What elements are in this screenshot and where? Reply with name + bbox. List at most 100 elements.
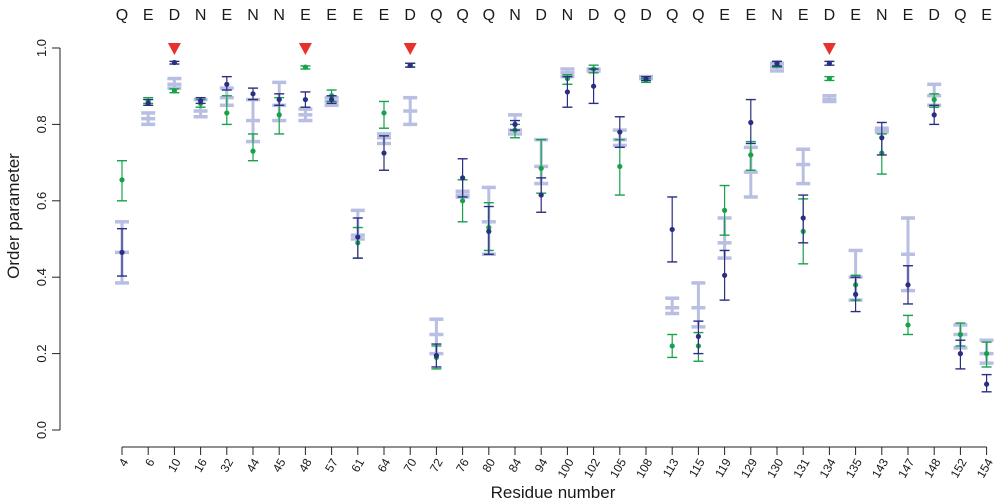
series-1-point bbox=[145, 100, 151, 106]
residue-letter: E bbox=[850, 7, 861, 24]
x-tick-label: 6 bbox=[142, 456, 158, 469]
series-1-point bbox=[250, 91, 256, 97]
residue-letter: E bbox=[798, 7, 809, 24]
residue-letter: Q bbox=[614, 7, 626, 24]
x-tick-label: 80 bbox=[479, 456, 498, 475]
series-2-point bbox=[905, 322, 911, 328]
y-tick-label: 0.2 bbox=[34, 345, 49, 363]
x-tick-label: 108 bbox=[633, 456, 655, 481]
x-axis-title: Residue number bbox=[491, 483, 616, 502]
x-tick-label: 154 bbox=[974, 456, 996, 481]
series-1-point bbox=[433, 352, 439, 359]
y-tick-label: 1.0 bbox=[34, 39, 49, 57]
series-1-point bbox=[722, 272, 728, 278]
x-tick-label: 102 bbox=[581, 456, 603, 481]
series-2-point bbox=[276, 112, 282, 118]
residue-letter: Q bbox=[116, 7, 128, 24]
y-axis: 0.0 0.2 0.4 0.6 0.8 1.0 bbox=[34, 39, 61, 439]
series-3-error-bars bbox=[115, 61, 994, 365]
x-tick-label: 44 bbox=[244, 456, 263, 475]
residue-letter: Q bbox=[430, 7, 442, 24]
residue-letter: Q bbox=[456, 7, 468, 24]
residue-letter: D bbox=[404, 7, 416, 24]
x-tick-label: 64 bbox=[375, 456, 394, 475]
residue-letter: Q bbox=[692, 7, 704, 24]
series-1-point bbox=[171, 59, 177, 66]
series-2-point bbox=[984, 351, 990, 357]
x-tick-label: 61 bbox=[348, 456, 367, 475]
series-2-point bbox=[250, 148, 256, 154]
series-1-point bbox=[564, 89, 571, 95]
series-1-point bbox=[460, 175, 466, 181]
x-tick-label: 10 bbox=[165, 456, 184, 475]
x-tick-label: 48 bbox=[296, 456, 315, 475]
residue-letter: Q bbox=[954, 7, 966, 24]
series-1-error-bars bbox=[117, 59, 992, 393]
x-tick-label: 16 bbox=[191, 456, 210, 475]
series-1-point bbox=[984, 381, 990, 387]
x-tick-label: 131 bbox=[790, 456, 812, 481]
residue-letter: E bbox=[745, 7, 756, 24]
series-1-point bbox=[538, 192, 544, 198]
residue-letter: Q bbox=[483, 7, 495, 24]
series-1-point bbox=[879, 135, 885, 141]
residue-letter: D bbox=[640, 7, 652, 24]
residue-letter: E bbox=[221, 7, 232, 24]
x-tick-label: 115 bbox=[686, 456, 708, 480]
series-2-point bbox=[460, 198, 466, 204]
series-1-point bbox=[355, 234, 361, 240]
series-2-point bbox=[119, 177, 125, 183]
residue-letter: D bbox=[824, 7, 836, 24]
series-1-point bbox=[591, 83, 597, 89]
series-1-point bbox=[669, 226, 675, 233]
residue-letter: N bbox=[247, 7, 259, 24]
residue-letter: E bbox=[981, 7, 992, 24]
x-tick-label: 72 bbox=[427, 456, 446, 475]
x-tick-label: 70 bbox=[401, 456, 420, 475]
residue-letter: E bbox=[300, 7, 311, 24]
series-2-point bbox=[957, 331, 964, 338]
x-tick-label: 32 bbox=[217, 456, 236, 475]
residue-letter: N bbox=[195, 7, 207, 24]
residue-letter: E bbox=[719, 7, 730, 24]
series-1-point bbox=[931, 112, 937, 118]
x-tick-label: 147 bbox=[895, 456, 917, 481]
marker-triangles bbox=[167, 43, 836, 55]
residue-letter: Q bbox=[666, 7, 678, 24]
series-1-point bbox=[617, 129, 623, 135]
series-1-point bbox=[643, 75, 649, 82]
series-1-point bbox=[407, 62, 413, 68]
x-tick-label: 105 bbox=[607, 456, 629, 481]
series-1-point bbox=[486, 228, 492, 234]
series-1-point bbox=[302, 96, 308, 103]
series-2-point bbox=[538, 165, 544, 171]
series-1-point bbox=[381, 150, 387, 156]
series-2-point bbox=[722, 207, 728, 213]
y-tick-label: 0.0 bbox=[34, 421, 49, 439]
series-2-point bbox=[617, 163, 623, 170]
x-tick-label: 119 bbox=[712, 456, 734, 480]
x-tick-label: 113 bbox=[660, 456, 682, 480]
x-tick-label: 84 bbox=[506, 456, 525, 475]
x-tick-label: 135 bbox=[843, 456, 865, 481]
residue-letter: E bbox=[326, 7, 337, 24]
series-2-point bbox=[826, 75, 833, 82]
series-1-point bbox=[512, 121, 518, 127]
y-axis-title: Order parameter bbox=[4, 153, 23, 279]
residue-letter: E bbox=[352, 7, 363, 24]
x-tick-label: 100 bbox=[555, 456, 577, 481]
series-1-point bbox=[276, 96, 282, 103]
x-tick-label: 76 bbox=[453, 456, 472, 475]
residue-letter: N bbox=[273, 7, 285, 24]
residue-letter: N bbox=[562, 7, 574, 24]
y-tick-label: 0.4 bbox=[34, 268, 49, 286]
series-1-point bbox=[957, 351, 964, 357]
series-1-point bbox=[119, 249, 125, 255]
x-tick-label: 45 bbox=[270, 456, 289, 475]
residue-letter: N bbox=[509, 7, 521, 24]
series-2-point bbox=[381, 110, 387, 116]
residue-letter: D bbox=[588, 7, 600, 24]
series-1-point bbox=[748, 119, 754, 126]
